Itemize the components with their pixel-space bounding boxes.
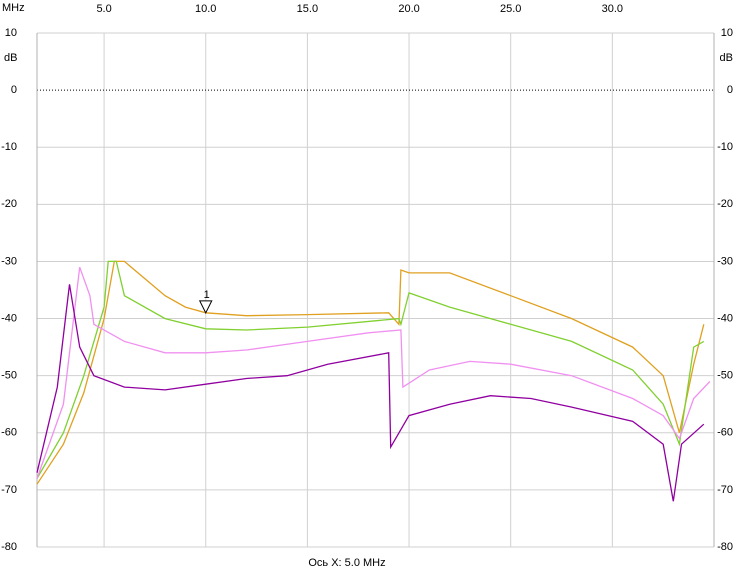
x-tick-label: 5.0 — [96, 3, 111, 15]
y-tick-label: -20 — [1, 198, 17, 210]
y-tick-label: -50 — [1, 370, 17, 382]
y-tick-label: 10 — [5, 27, 17, 39]
y-tick-label: 0 — [11, 84, 17, 96]
y-tick-label: 0 — [727, 84, 733, 96]
x-tick-label: 20.0 — [398, 3, 419, 15]
series-line — [36, 284, 705, 502]
y-tick-label: -50 — [717, 370, 733, 382]
y-tick-label: -40 — [1, 312, 17, 324]
y-tick-label: -10 — [1, 141, 17, 153]
y-tick-label: -80 — [1, 541, 17, 553]
series-line — [36, 260, 705, 485]
y-tick-label: -60 — [1, 427, 17, 439]
y-tick-label: -30 — [717, 255, 733, 267]
x-tick-label: 30.0 — [602, 3, 623, 15]
y-tick-label: -30 — [1, 255, 17, 267]
y-tick-label: -10 — [717, 141, 733, 153]
series-line — [36, 260, 705, 479]
y-tick-label: -70 — [1, 484, 17, 496]
y-tick-label: -20 — [717, 198, 733, 210]
marker — [198, 300, 213, 314]
y-tick-label: 10 — [721, 27, 733, 39]
x-tick-label: 15.0 — [297, 3, 318, 15]
y-tick-label: -60 — [717, 427, 733, 439]
y-tick-label: -70 — [717, 484, 733, 496]
x-tick-label: 10.0 — [195, 3, 216, 15]
series-line — [36, 266, 711, 479]
x-axis-label: Ось X: 5.0 MHz — [308, 557, 385, 569]
x-unit: MHz — [2, 2, 25, 14]
y-tick-label: -80 — [717, 541, 733, 553]
marker-label: 1 — [204, 289, 210, 301]
x-tick-label: 25.0 — [500, 3, 521, 15]
y-unit-left: dB — [4, 52, 17, 64]
y-unit-right: dB — [720, 52, 733, 64]
y-tick-label: -40 — [717, 312, 733, 324]
